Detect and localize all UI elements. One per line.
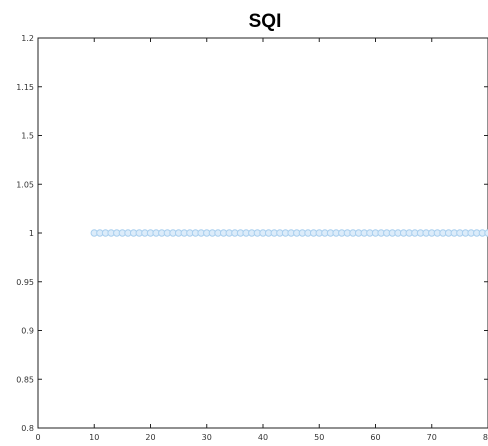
y-tick-label: 0.8: [21, 424, 34, 433]
x-axis-ticks: 0 10 20 30 40 50 60 70 8: [35, 38, 488, 442]
y-tick-label: 0.95: [16, 278, 34, 287]
x-tick-label: 60: [370, 433, 380, 442]
x-tick-label: 20: [145, 433, 155, 442]
x-tick-label: 50: [314, 433, 324, 442]
y-tick-label: 1.2: [21, 34, 34, 43]
y-tick-label: 0.85: [16, 375, 34, 384]
y-tick-label: 1.5: [21, 132, 34, 141]
y-tick-label: 1: [29, 229, 34, 238]
x-tick-label: 0: [35, 433, 40, 442]
data-series: [90, 229, 488, 237]
y-tick-label: 1.15: [16, 83, 34, 92]
x-tick-label: 8: [483, 433, 488, 442]
y-tick-label: 1.05: [16, 180, 34, 189]
x-tick-label: 40: [258, 433, 268, 442]
y-tick-label: 0.9: [21, 327, 34, 336]
x-tick-label: 70: [427, 433, 437, 442]
chart-title: SQI: [249, 11, 282, 32]
x-tick-label: 30: [202, 433, 212, 442]
x-tick-label: 10: [89, 433, 99, 442]
y-axis-ticks: 0.8 0.85 0.9 0.95 1 1.05 1.5 1.15 1.2: [16, 34, 488, 433]
